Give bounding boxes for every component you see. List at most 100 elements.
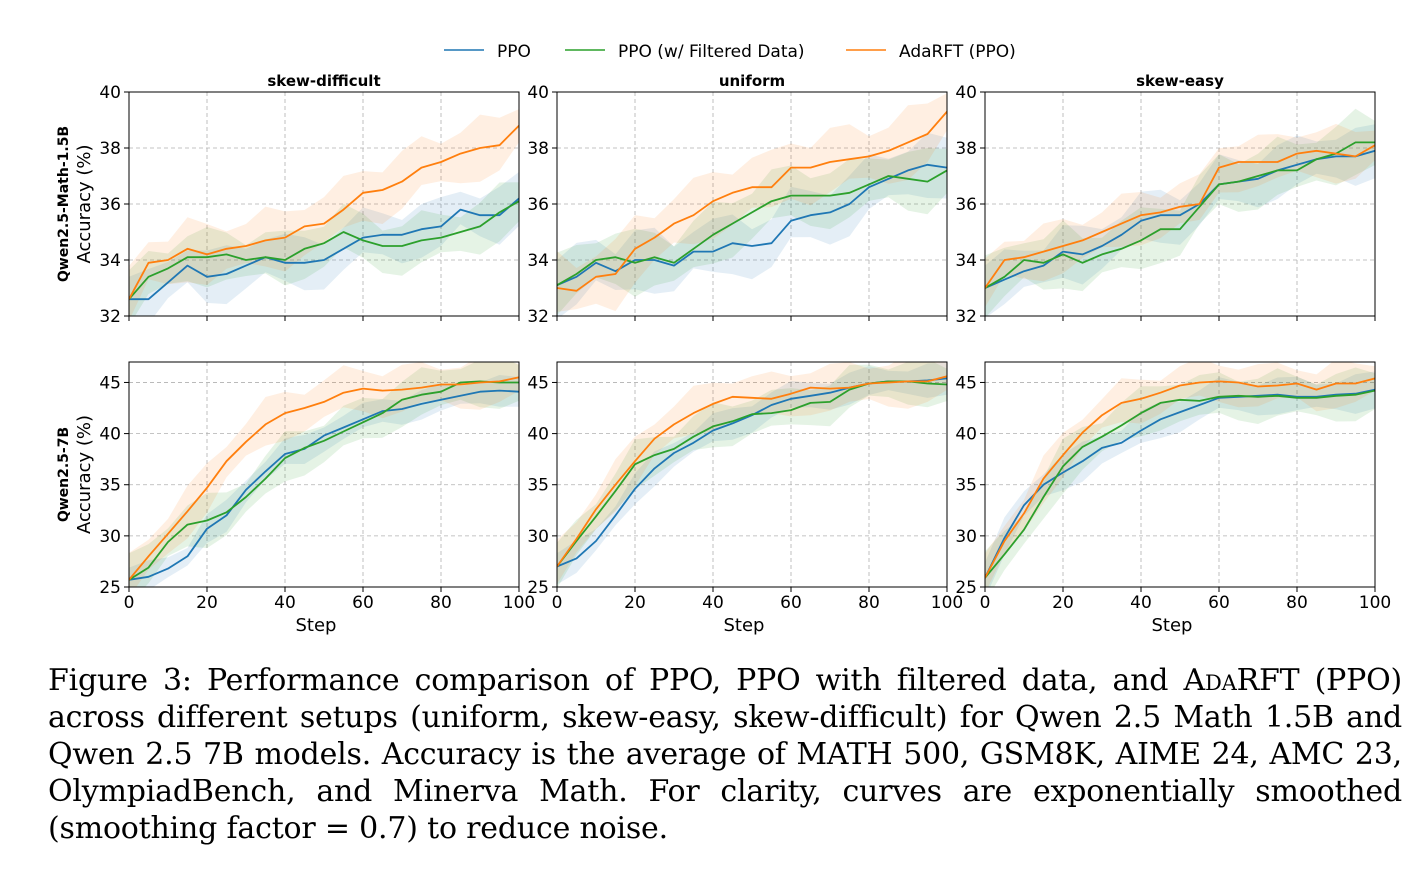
confidence-band-1 — [557, 362, 947, 585]
x-tick-label: 0 — [552, 593, 563, 613]
x-tick-label: 20 — [624, 593, 646, 613]
axes-frame — [128, 361, 520, 588]
caption-suffix: (PPO) across different setups (uniform, … — [48, 663, 1402, 846]
subplot-4: 25 30 35 40 45 0 20 40 60 80 100 Step Accuracy (%)Qw… — [56, 361, 535, 636]
series-layer — [985, 362, 1375, 587]
x-tick-label: 60 — [352, 593, 374, 613]
y-tick-label: 30 — [99, 527, 121, 547]
x-tick-label: 20 — [1052, 593, 1074, 613]
subplot-1: 32 34 36 38 40 skew-difficult Accuracy (%)Qwen… — [56, 72, 520, 327]
y-tick-label: 32 — [955, 307, 977, 327]
series-line-2 — [985, 141, 1375, 289]
x-axis-label: Step — [1152, 615, 1193, 636]
figure-panels: PPO PPO (w/ Filtered Data) AdaRFT (PPO) 32… — [56, 42, 1391, 636]
y-tick-label: 45 — [99, 373, 121, 393]
series-line-3 — [985, 377, 1375, 579]
confidence-band-1 — [985, 371, 1375, 587]
series-layer — [129, 109, 519, 316]
y-tick-label: 32 — [527, 307, 549, 327]
confidence-band-2 — [557, 148, 947, 316]
subplot-title: skew-easy — [1136, 72, 1224, 90]
x-tick-label: 80 — [858, 593, 880, 613]
y-axis-label: Accuracy (%) — [74, 144, 95, 263]
y-tick-label: 40 — [955, 425, 977, 445]
subplot-title: skew-difficult — [267, 72, 380, 90]
axes-frame — [556, 361, 948, 588]
confidence-band-2 — [129, 362, 519, 587]
confidence-band-1 — [557, 132, 947, 316]
y-tick-label: 38 — [99, 139, 121, 159]
series-layer — [129, 362, 519, 587]
y-tick-label: 34 — [99, 251, 121, 271]
series-layer — [985, 108, 1375, 316]
confidence-band-2 — [557, 362, 947, 587]
y-tick-label: 36 — [955, 195, 977, 215]
y-tick-label: 30 — [955, 527, 977, 547]
figure-caption: Figure 3: Performance comparison of PPO,… — [48, 662, 1402, 847]
y-tick-label: 40 — [527, 425, 549, 445]
x-tick-label: 40 — [274, 593, 296, 613]
legend-item-1: PPO — [444, 42, 531, 62]
y-axis-label: Accuracy (%) — [74, 415, 95, 534]
series-layer — [557, 93, 947, 316]
series-line-3 — [129, 376, 519, 581]
series-line-1 — [129, 197, 519, 301]
x-axis-label: Step — [724, 615, 765, 636]
y-tick-label: 40 — [527, 83, 549, 103]
confidence-band-3 — [129, 362, 519, 587]
legend-item-2: PPO (w/ Filtered Data) — [565, 42, 805, 62]
x-tick-label: 20 — [196, 593, 218, 613]
y-tick-label: 36 — [99, 195, 121, 215]
row-model-label: Qwen2.5-Math-1.5B — [56, 126, 72, 282]
confidence-band-3 — [557, 362, 947, 584]
series-line-3 — [557, 375, 947, 568]
x-tick-label: 40 — [1130, 593, 1152, 613]
confidence-band-2 — [129, 182, 519, 316]
legend-label: PPO (w/ Filtered Data) — [618, 42, 805, 62]
legend-label: AdaRFT (PPO) — [899, 42, 1016, 62]
confidence-band-3 — [129, 109, 519, 316]
series-line-2 — [129, 200, 519, 300]
legend: PPO PPO (w/ Filtered Data) AdaRFT (PPO) — [444, 42, 1016, 62]
y-tick-label: 35 — [955, 476, 977, 496]
y-tick-label: 35 — [527, 476, 549, 496]
confidence-band-3 — [985, 362, 1375, 587]
x-tick-label: 0 — [980, 593, 991, 613]
subplot-6: 25 30 35 40 45 0 20 40 60 80 100 Step — [955, 361, 1391, 636]
confidence-band-1 — [129, 375, 519, 587]
y-tick-label: 25 — [99, 578, 121, 598]
legend-item-3: AdaRFT (PPO) — [846, 42, 1016, 62]
x-tick-label: 100 — [931, 593, 963, 613]
y-tick-label: 32 — [99, 307, 121, 327]
y-tick-label: 45 — [527, 373, 549, 393]
row-model-label: Qwen2.5-7B — [56, 427, 72, 522]
y-tick-label: 40 — [99, 425, 121, 445]
series-line-3 — [557, 111, 947, 292]
y-tick-label: 40 — [955, 83, 977, 103]
subplot-5: 25 30 35 40 45 0 20 40 60 80 100 Step — [527, 361, 963, 636]
confidence-band-2 — [985, 108, 1375, 316]
y-tick-label: 34 — [527, 251, 549, 271]
x-tick-label: 40 — [702, 593, 724, 613]
caption-method-name: AdaRFT — [1183, 663, 1300, 698]
series-line-1 — [557, 163, 947, 287]
x-tick-label: 60 — [780, 593, 802, 613]
series-line-2 — [985, 389, 1375, 579]
y-tick-label: 38 — [527, 139, 549, 159]
series-line-1 — [129, 389, 519, 581]
x-tick-label: 80 — [430, 593, 452, 613]
y-tick-label: 40 — [99, 83, 121, 103]
caption-prefix: Figure 3: Performance comparison of PPO,… — [48, 663, 1184, 698]
y-tick-label: 30 — [527, 527, 549, 547]
x-tick-label: 100 — [503, 593, 535, 613]
x-axis-label: Step — [296, 615, 337, 636]
x-tick-label: 0 — [124, 593, 135, 613]
series-line-1 — [985, 388, 1375, 579]
subplot-title: uniform — [719, 72, 785, 90]
y-tick-label: 38 — [955, 139, 977, 159]
subplot-2: 32 34 36 38 40 uniform — [527, 72, 948, 327]
y-tick-label: 25 — [955, 578, 977, 598]
subplot-3: 32 34 36 38 40 skew-easy — [955, 72, 1376, 327]
series-layer — [557, 362, 947, 587]
